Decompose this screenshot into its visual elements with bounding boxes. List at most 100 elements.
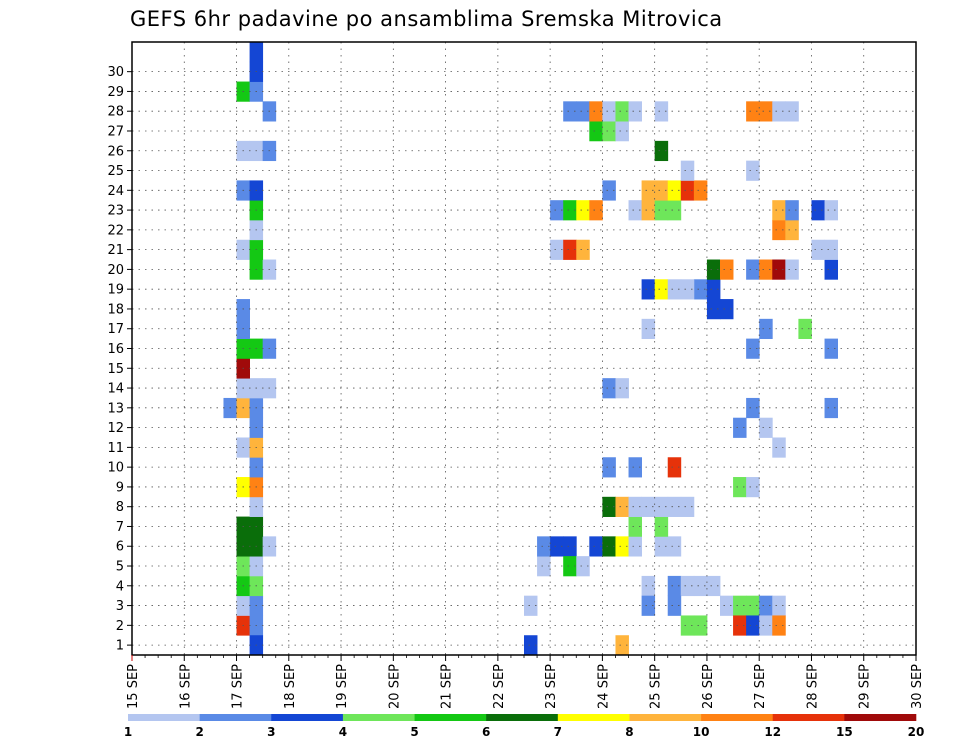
precip-cell [746,595,760,616]
precip-cell [824,338,838,359]
precip-cell [811,200,825,221]
precip-cell [641,496,656,517]
precip-cell [641,279,656,300]
precip-cell [667,595,682,616]
y-tick-label: 14 [107,382,124,397]
y-tick-label: 1 [116,639,124,654]
legend-tick-label: 5 [410,725,418,739]
precip-cell [680,160,695,181]
x-tick-label: 29 SEP [858,664,873,709]
precip-cell [746,397,760,419]
y-tick-label: 17 [107,322,124,337]
precip-cell [654,200,669,221]
precip-cell [615,101,629,122]
precip-cell [772,437,786,458]
legend-tick-label: 8 [625,725,633,739]
y-tick-label: 7 [116,520,124,535]
x-tick-label: 19 SEP [335,664,350,709]
precip-cell [785,101,799,122]
precip-cell [602,496,616,517]
x-tick-label: 28 SEP [805,664,820,709]
precip-cell [615,121,629,142]
precip-cell [680,575,695,597]
legend-swatch [342,714,415,721]
precip-cell [563,239,577,260]
x-tick-label: 22 SEP [492,664,507,709]
precip-cell [537,536,551,557]
precip-cell [641,595,656,616]
precip-cell [615,496,629,517]
y-tick-label: 10 [107,461,124,476]
legend-swatch [128,714,200,721]
precip-cell [667,496,682,517]
legend-tick-label: 3 [267,725,275,739]
precip-cell [785,259,799,280]
precip-cell [772,615,786,636]
precip-cell [654,101,669,122]
precip-cell [563,556,577,577]
precip-cell [759,615,773,636]
precip-cell [524,635,538,656]
y-axis-ticks: 1234567891011121314151617181920212223242… [107,65,132,654]
precip-cell [680,180,695,201]
precip-cell [693,615,708,636]
legend-tick-label: 2 [195,725,203,739]
precip-cell [576,556,590,577]
y-tick-label: 5 [116,560,124,575]
x-tick-label: 18 SEP [283,664,298,709]
y-tick-label: 16 [107,342,124,357]
legend-tick-label: 20 [908,725,925,739]
precip-cell [680,615,695,636]
precip-cell [654,536,669,557]
y-tick-label: 23 [107,204,124,219]
y-tick-label: 6 [116,540,124,555]
precip-cell [680,279,695,300]
precip-cell [654,140,669,162]
precip-cell [824,397,838,419]
precip-cell [824,239,838,260]
precip-cell [589,121,603,142]
legend-tick-label: 10 [693,725,710,739]
precip-cell [615,536,629,557]
y-tick-label: 8 [116,500,124,515]
legend-tick-label: 15 [836,725,853,739]
precip-cell [746,259,760,280]
precip-cell [720,595,734,616]
precip-cell [589,536,603,557]
precip-cell [733,477,747,498]
precip-cell [550,536,564,557]
precip-cell [746,338,760,359]
precip-cell [667,457,682,478]
y-tick-label: 28 [107,105,124,120]
legend-tick-label: 4 [339,725,347,739]
precip-cell [563,536,577,557]
x-tick-label: 20 SEP [387,664,402,709]
precip-cell [785,200,799,221]
x-tick-label: 21 SEP [440,664,455,709]
x-tick-label: 27 SEP [753,664,768,709]
precip-cell [759,101,773,122]
legend-tick-label: 1 [124,725,132,739]
x-tick-label: 24 SEP [596,664,611,709]
precip-cell [628,496,642,517]
precip-cell [733,615,747,636]
y-tick-label: 12 [107,421,124,436]
precip-cell [746,160,760,181]
precip-cell [746,615,760,636]
precip-cell [576,239,590,260]
precip-cell [602,101,616,122]
legend-swatch [557,714,630,721]
precip-cell [759,595,773,616]
precip-cell [563,101,577,122]
precip-cell [576,200,590,221]
precip-cell [654,496,669,517]
precip-cell [772,219,786,241]
precip-cell [589,101,603,122]
precip-cell [746,477,760,498]
precip-cell [602,180,616,201]
precip-cell [759,259,773,280]
precip-cell [772,200,786,221]
precip-cell [628,536,642,557]
x-tick-label: 16 SEP [178,664,193,709]
